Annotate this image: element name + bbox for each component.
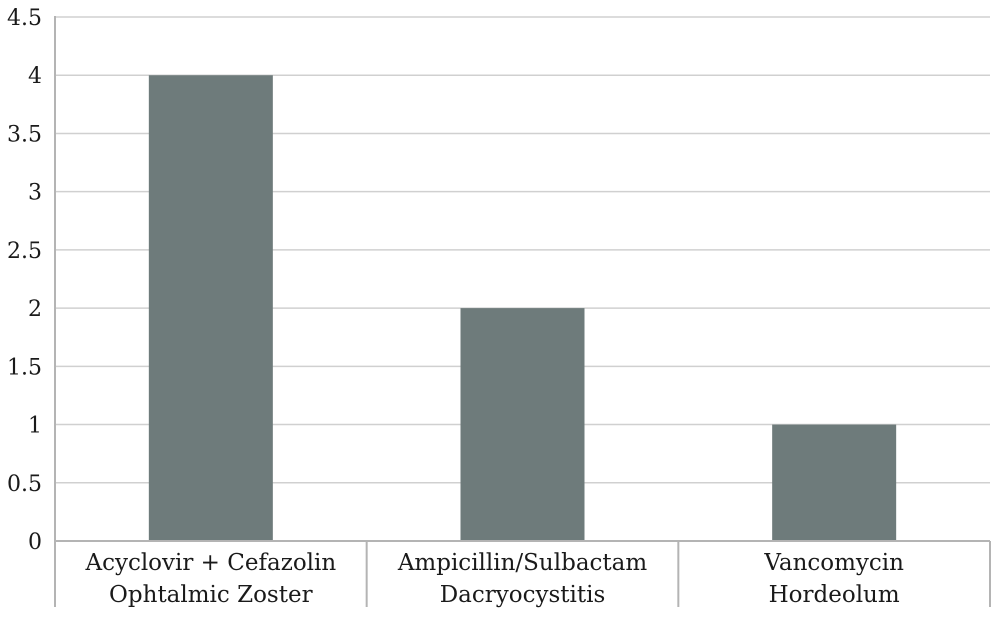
- bar: [772, 424, 897, 541]
- y-tick-label: 0.5: [7, 472, 42, 497]
- y-tick-label: 1.5: [7, 355, 42, 380]
- y-tick-label: 3: [28, 181, 42, 206]
- y-tick-label: 1: [28, 414, 42, 439]
- y-tick-labels: 0 0.5 1 1.5 2 2.5 3 3.5 4 4.5: [7, 6, 42, 555]
- y-tick-label: 4: [28, 64, 42, 89]
- bar: [148, 75, 273, 541]
- bar: [460, 308, 585, 541]
- y-tick-label: 2: [28, 297, 42, 322]
- x-category-label: Vancomycin: [763, 550, 904, 576]
- x-category-label: Hordeolum: [769, 582, 900, 608]
- y-tick-label: 4.5: [7, 6, 42, 31]
- axes: [54, 16, 991, 607]
- y-tick-label: 2.5: [7, 239, 42, 264]
- x-category-labels: Acyclovir + Cefazolin Ophtalmic Zoster Amp…: [84, 550, 904, 608]
- x-category-label: Ophtalmic Zoster: [109, 582, 313, 608]
- x-category-label: Acyclovir + Cefazolin: [84, 550, 336, 576]
- bars: [148, 75, 897, 541]
- y-tick-label: 0: [28, 530, 42, 555]
- x-category-label: Ampicillin/Sulbactam: [397, 550, 648, 576]
- x-category-label: Dacryocystitis: [440, 582, 606, 608]
- y-tick-label: 3.5: [7, 122, 42, 147]
